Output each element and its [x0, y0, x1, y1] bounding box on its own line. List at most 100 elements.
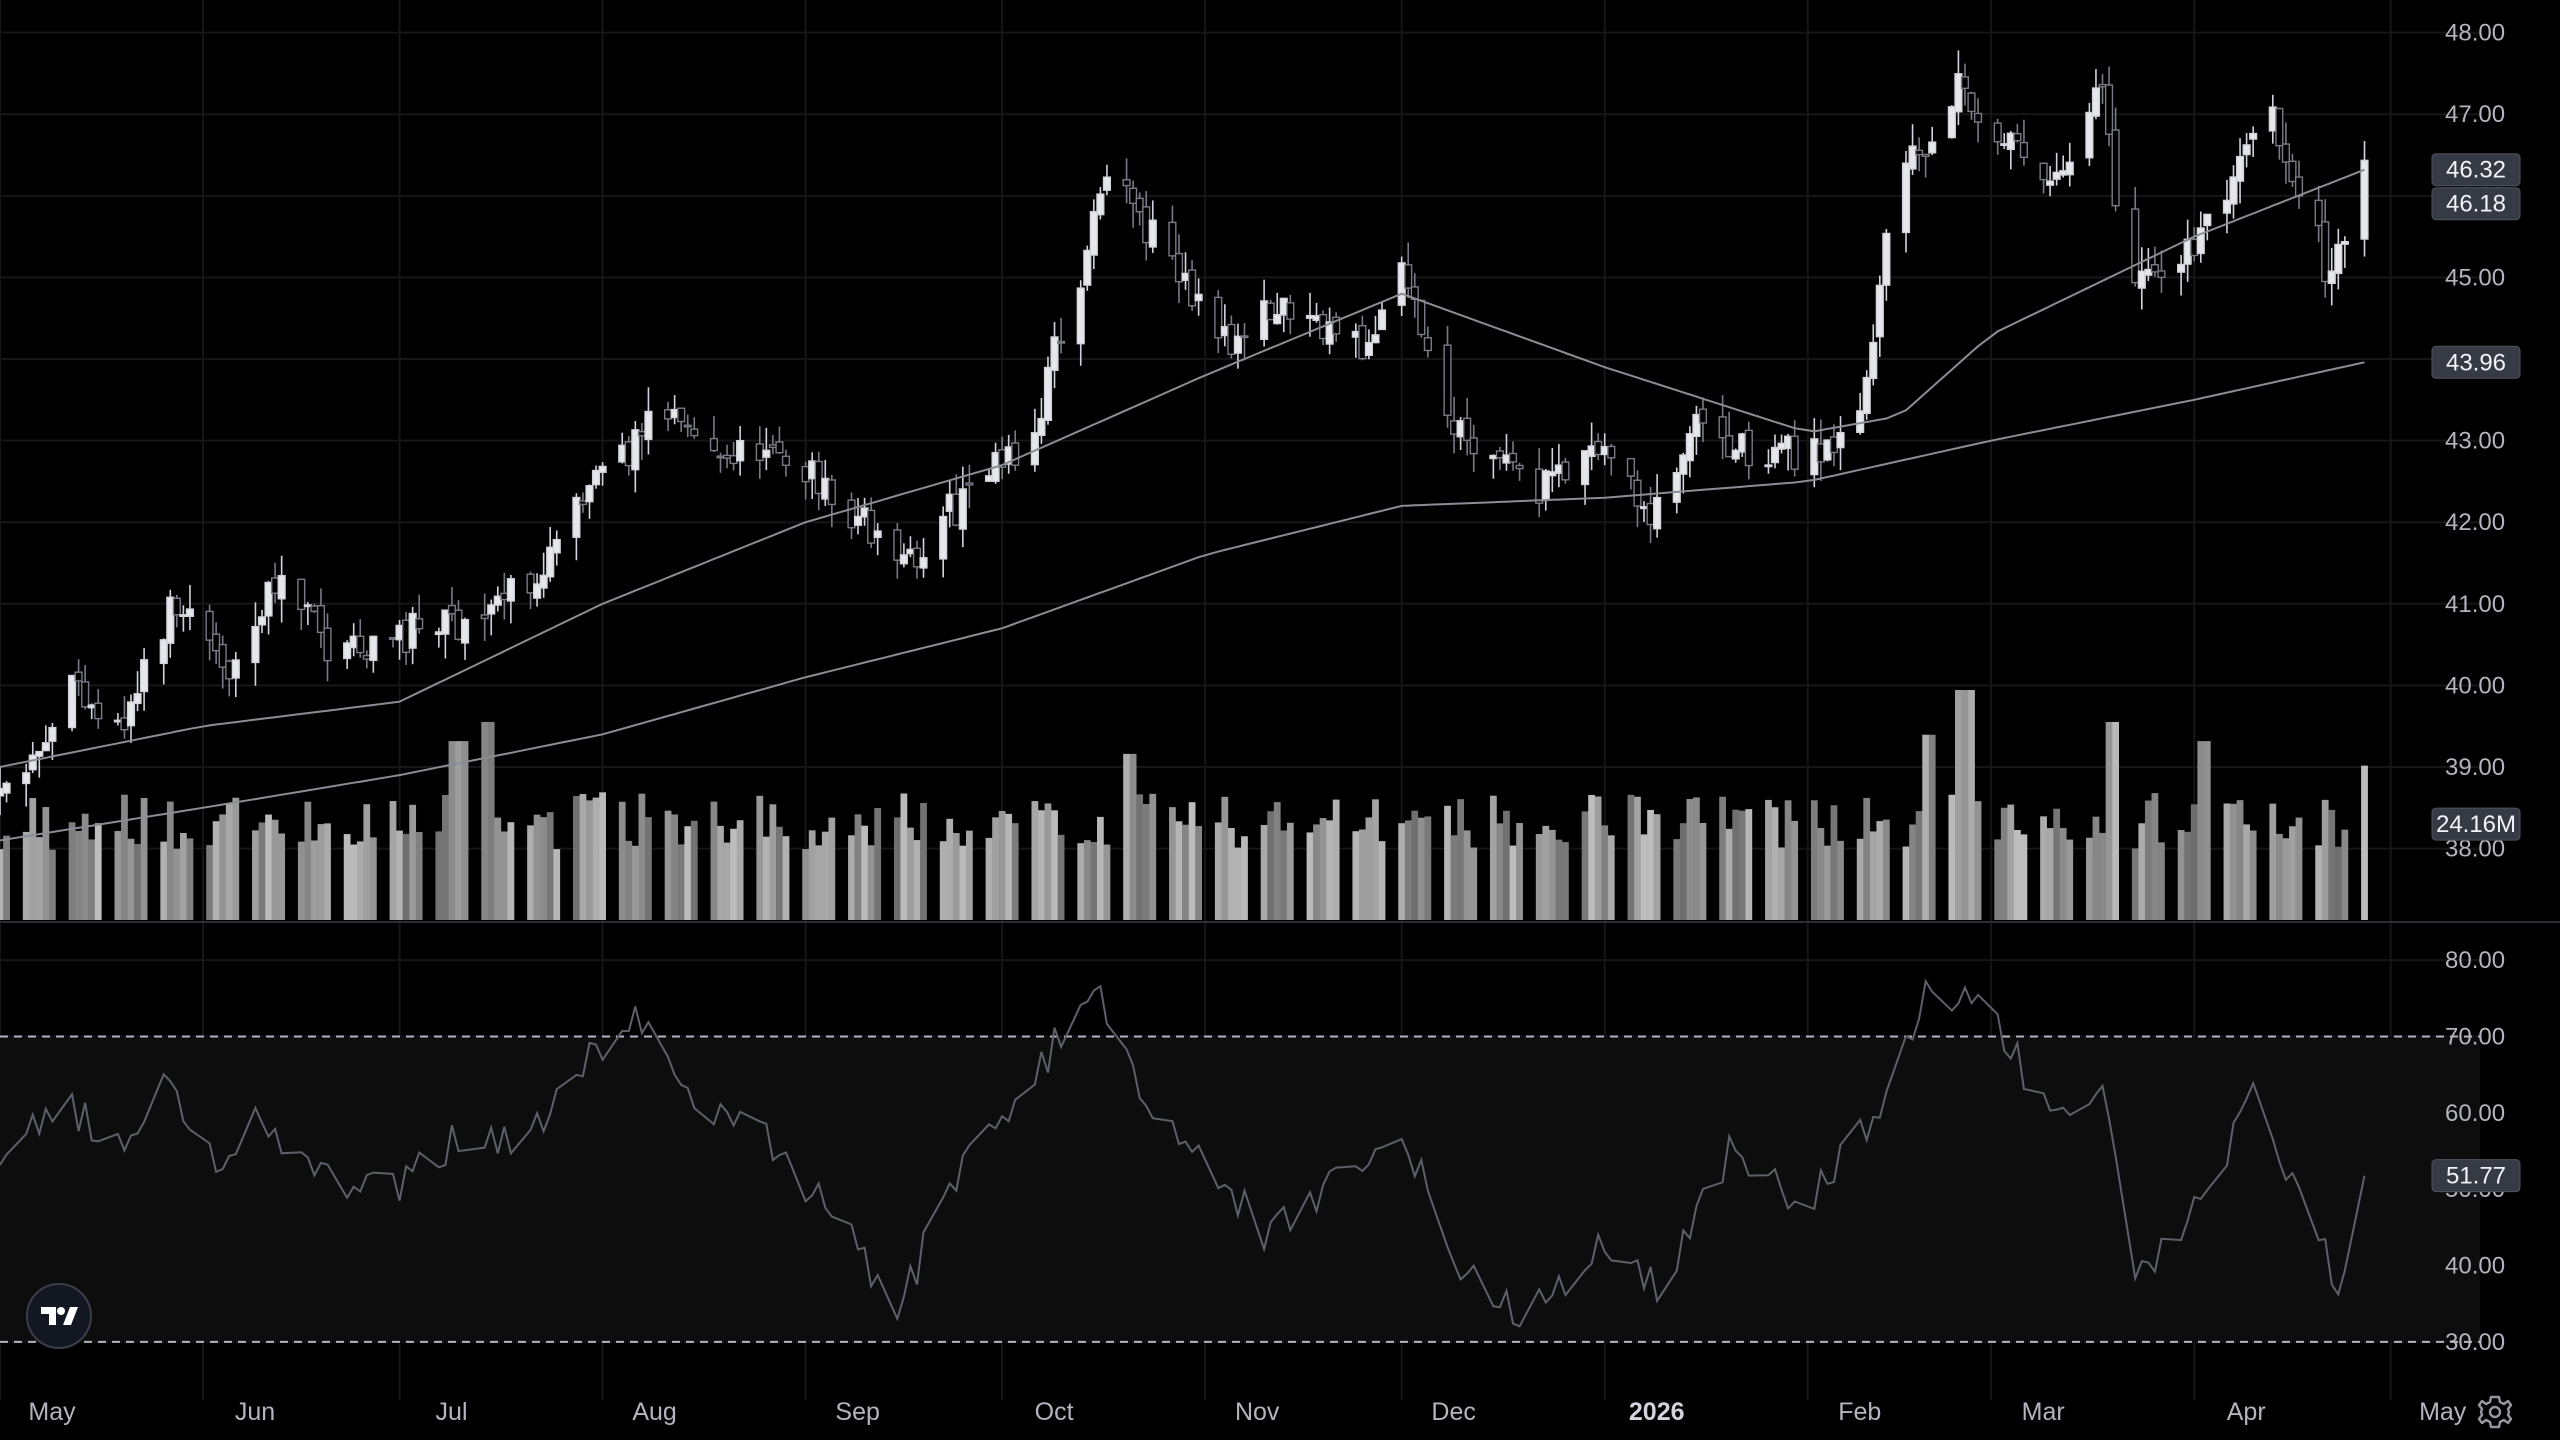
candle-6: [48, 723, 57, 760]
volume-bar-192: [1765, 799, 1772, 920]
volume-bar-171: [1562, 842, 1569, 920]
volume-bar-218: [2000, 807, 2008, 920]
candle-251: [2294, 160, 2304, 209]
gear-icon[interactable]: [2477, 1394, 2513, 1430]
price-tick-label-1: 47.00: [2445, 101, 2505, 128]
svg-text:51.77: 51.77: [2446, 1163, 2506, 1190]
candle-168: [1541, 468, 1550, 511]
volume-bar-184: [1686, 798, 1694, 920]
volume-bar-241: [2203, 741, 2211, 920]
volume-bar-79: [723, 842, 731, 920]
candle-157: [1443, 326, 1452, 428]
candle-35: [316, 588, 326, 649]
candle-212: [1947, 105, 1956, 139]
candle-180: [1646, 487, 1655, 544]
candle-170: [1554, 444, 1563, 488]
volume-bar-42: [389, 801, 397, 920]
candle-96: [873, 523, 882, 556]
volume-bar-26: [232, 797, 240, 920]
time-tick-label-1: Jun: [235, 1398, 275, 1426]
candle-105: [958, 466, 967, 548]
volume-bar-141: [1286, 822, 1294, 920]
candle-128: [1174, 234, 1184, 304]
candle-174: [1594, 433, 1603, 461]
volume-bar-121: [1103, 844, 1111, 920]
volume-bar-10: [88, 839, 96, 920]
rsi-tick-label-0: 80.00: [2445, 947, 2505, 974]
volume-bar-186: [1699, 823, 1707, 920]
candle-176: [1607, 443, 1616, 476]
volume-bar-86: [782, 836, 790, 920]
volume-bar-146: [1332, 799, 1340, 920]
volume-bar-107: [985, 837, 993, 920]
candle-246: [2249, 126, 2258, 157]
volume-bar-61: [553, 849, 561, 920]
volume-bar-213: [1955, 690, 1962, 920]
volume-bar-57: [527, 825, 534, 920]
candle-12: [113, 712, 122, 726]
volume-bar-246: [2249, 830, 2257, 920]
volume-bar-58: [533, 814, 541, 920]
volume-bar-21: [186, 838, 194, 920]
candle-218: [2000, 133, 2009, 149]
candle-28: [257, 609, 267, 634]
price-tick-label-0: 48.00: [2445, 20, 2505, 47]
candle-151: [1377, 302, 1387, 331]
candle-101: [919, 538, 928, 578]
candle-215: [1967, 91, 1976, 120]
candle-102: [939, 506, 948, 578]
candle-38: [349, 623, 358, 657]
svg-text:43.96: 43.96: [2446, 349, 2506, 376]
price-axis[interactable]: 48.0047.0046.0045.0044.0043.0042.0041.00…: [2445, 20, 2505, 863]
volume-bar-27: [252, 830, 259, 920]
volume-bar-205: [1876, 821, 1884, 920]
candle-98: [899, 543, 908, 568]
volume-bar-130: [1188, 802, 1196, 920]
volume-bar-45: [409, 804, 417, 920]
volume-bar-233: [2138, 823, 2146, 920]
candle-90: [821, 459, 830, 506]
volume-bar-159: [1457, 799, 1465, 920]
candle-52: [480, 593, 489, 641]
rsi-tick-label-4: 40.00: [2445, 1253, 2505, 1280]
volume-bar-118: [1083, 840, 1091, 920]
tradingview-logo-icon[interactable]: [26, 1283, 92, 1349]
volume-bar-8: [75, 830, 82, 920]
volume-bar-176: [1607, 835, 1615, 920]
candle-99: [906, 536, 915, 558]
volume-bar-77: [710, 801, 718, 920]
candle-2: [22, 763, 31, 807]
volume-bar-151: [1378, 841, 1386, 920]
candle-21: [185, 585, 195, 631]
candle-148: [1358, 315, 1367, 361]
candle-136: [1240, 323, 1249, 361]
rsi-levels: [0, 1035, 2480, 1343]
candle-97: [893, 523, 902, 579]
candle-74: [677, 407, 686, 432]
candle-164: [1502, 433, 1511, 471]
time-axis[interactable]: May Jun Jul Aug Sep Oct Nov Dec 2026 Feb Mar Apr May: [28, 1398, 2466, 1426]
candle-51: [460, 617, 470, 660]
candle-243: [2229, 165, 2238, 219]
volume-bar-147: [1352, 831, 1360, 920]
candle-34: [310, 603, 319, 614]
volume-bar-236: [2158, 842, 2165, 920]
volume-bar-235: [2151, 793, 2159, 920]
candle-19: [172, 594, 181, 628]
candle-161: [1469, 424, 1478, 473]
candle-167: [1535, 448, 1544, 518]
volume-bar-106: [965, 830, 973, 920]
candle-217: [1993, 118, 2002, 155]
volume-bar-175: [1601, 825, 1609, 920]
candle-48: [441, 609, 450, 659]
candle-62: [572, 493, 581, 561]
candle-59: [539, 552, 548, 598]
time-tick-label-10: Mar: [2022, 1398, 2065, 1426]
volume-bar-48: [442, 794, 449, 920]
candle-238: [2183, 219, 2192, 282]
candle-30: [271, 562, 280, 603]
candle-205: [1875, 275, 1884, 357]
candle-107: [984, 469, 994, 482]
